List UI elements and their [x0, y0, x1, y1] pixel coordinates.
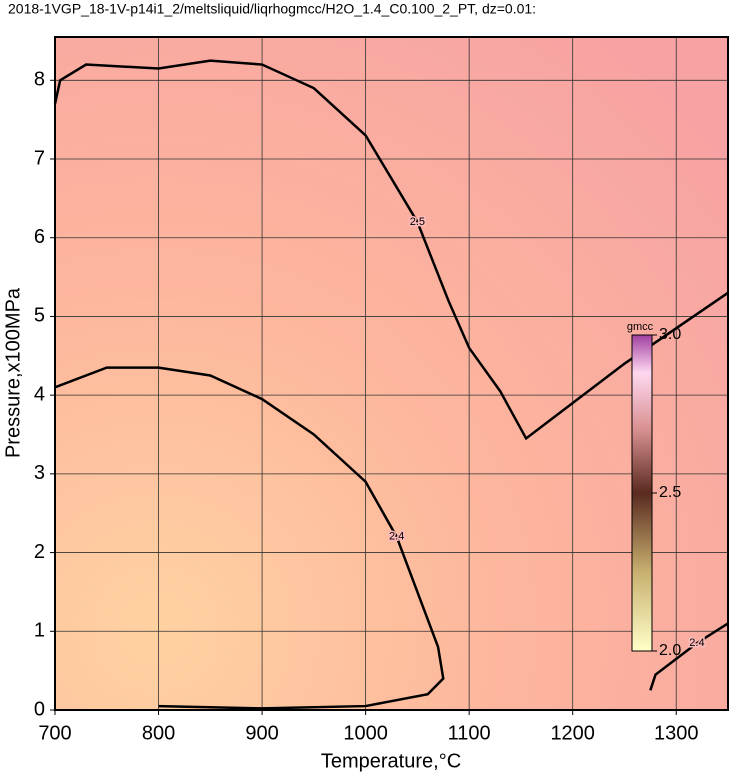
- colorbar-tick-label: 2.5: [659, 484, 681, 501]
- contour-label: 2.4: [689, 637, 704, 649]
- colorbar-tick-label: 2.0: [659, 642, 681, 659]
- contour-label: 2.4: [389, 531, 404, 543]
- y-tick-label: 4: [34, 383, 45, 405]
- x-tick-label: 1000: [343, 722, 388, 744]
- x-tick-label: 800: [142, 722, 175, 744]
- x-tick-label: 1300: [654, 722, 699, 744]
- y-tick-label: 3: [34, 462, 45, 484]
- y-tick-label: 7: [34, 147, 45, 169]
- y-tick-label: 8: [34, 69, 45, 91]
- contour-label: 2.5: [410, 216, 425, 228]
- colorbar-tick-label: 3.0: [659, 326, 681, 343]
- y-tick-label: 2: [34, 541, 45, 563]
- x-tick-label: 900: [245, 722, 278, 744]
- y-tick-label: 0: [34, 698, 45, 720]
- colorbar: [631, 334, 653, 652]
- x-axis-label: Temperature,°C: [321, 750, 461, 772]
- y-axis-label: Pressure,x100MPa: [2, 287, 24, 458]
- chart-title: 2018-1VGP_18-1V-p14i1_2/meltsliquid/liqr…: [8, 1, 536, 17]
- contour-line: [53, 59, 729, 441]
- plot-background: [55, 37, 728, 710]
- x-tick-label: 700: [38, 722, 71, 744]
- y-tick-label: 6: [34, 226, 45, 248]
- contour-line: [54, 366, 445, 710]
- colorbar-label: gmcc: [627, 321, 654, 333]
- x-tick-label: 1200: [550, 722, 595, 744]
- y-tick-label: 5: [34, 305, 45, 327]
- y-tick-label: 1: [34, 620, 45, 642]
- plot-frame: [54, 36, 729, 711]
- x-tick-label: 1100: [448, 722, 491, 744]
- contour-line: [649, 622, 729, 691]
